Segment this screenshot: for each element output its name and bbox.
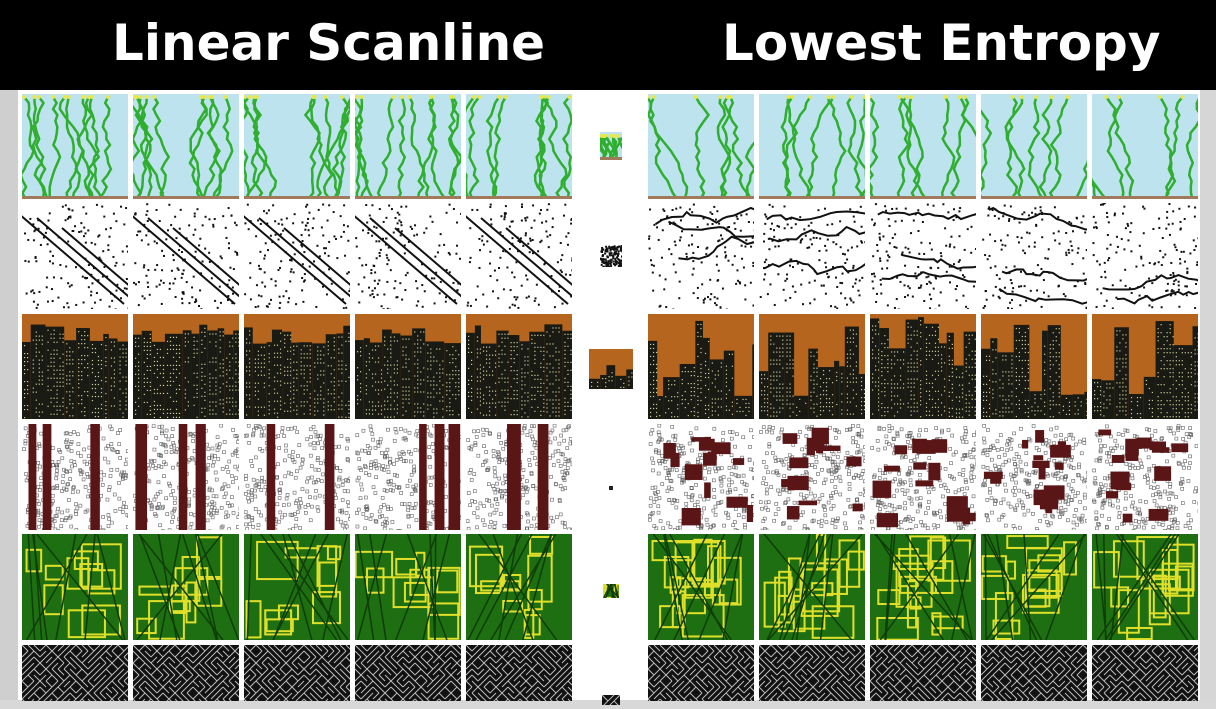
scanline-thumbnail-maze-1	[22, 645, 128, 701]
scanline-thumbnail-city-3	[244, 314, 350, 419]
entropy-thumbnail-city-3	[870, 314, 976, 419]
entropy-thumbnail-maze-5	[1092, 645, 1198, 701]
entropy-thumbnail-dots-5	[1092, 203, 1198, 309]
left-margin	[0, 90, 18, 700]
entropy-thumbnail-flowers-2	[759, 94, 865, 199]
scanline-thumbnail-circuits-1	[22, 534, 128, 640]
scanline-thumbnail-maze-5	[466, 645, 572, 701]
entropy-thumbnail-circuits-4	[981, 534, 1087, 640]
entropy-thumbnail-maze-3	[870, 645, 976, 701]
entropy-thumbnail-rooms-5	[1092, 424, 1198, 530]
entropy-thumbnail-rooms-3	[870, 424, 976, 530]
right-margin	[1200, 90, 1216, 700]
scanline-thumbnail-flowers-1	[22, 94, 128, 199]
entropy-thumbnail-flowers-3	[870, 94, 976, 199]
scanline-thumbnail-dots-4	[355, 203, 461, 309]
scanline-thumbnail-maze-4	[355, 645, 461, 701]
entropy-thumbnail-flowers-4	[981, 94, 1087, 199]
scanline-thumbnail-rooms-1	[22, 424, 128, 530]
scanline-thumbnail-maze-3	[244, 645, 350, 701]
scanline-thumbnail-rooms-4	[355, 424, 461, 530]
entropy-thumbnail-city-4	[981, 314, 1087, 419]
entropy-thumbnail-maze-4	[981, 645, 1087, 701]
entropy-thumbnail-rooms-2	[759, 424, 865, 530]
scanline-thumbnail-dots-3	[244, 203, 350, 309]
scanline-thumbnail-circuits-2	[133, 534, 239, 640]
scanline-thumbnail-dots-2	[133, 203, 239, 309]
scanline-thumbnail-dots-5	[466, 203, 572, 309]
linear-scanline-title: Linear Scanline	[112, 8, 545, 78]
entropy-thumbnail-rooms-1	[648, 424, 754, 530]
input-sample-flowers	[600, 132, 622, 160]
entropy-thumbnail-city-2	[759, 314, 865, 419]
entropy-thumbnail-maze-2	[759, 645, 865, 701]
scanline-thumbnail-city-1	[22, 314, 128, 419]
entropy-thumbnail-circuits-5	[1092, 534, 1198, 640]
scanline-thumbnail-flowers-3	[244, 94, 350, 199]
input-sample-dots	[600, 245, 622, 267]
entropy-thumbnail-circuits-2	[759, 534, 865, 640]
scanline-thumbnail-city-2	[133, 314, 239, 419]
entropy-thumbnail-rooms-4	[981, 424, 1087, 530]
scanline-thumbnail-circuits-4	[355, 534, 461, 640]
input-samples-column	[578, 90, 644, 700]
scanline-thumbnail-circuits-3	[244, 534, 350, 640]
lowest-entropy-title: Lowest Entropy	[722, 8, 1160, 78]
entropy-thumbnail-dots-4	[981, 203, 1087, 309]
input-sample-rooms	[609, 475, 613, 479]
input-sample-city	[589, 349, 633, 389]
scanline-thumbnail-flowers-4	[355, 94, 461, 199]
scanline-thumbnail-dots-1	[22, 203, 128, 309]
entropy-thumbnail-dots-2	[759, 203, 865, 309]
entropy-thumbnail-dots-3	[870, 203, 976, 309]
scanline-thumbnail-rooms-5	[466, 424, 572, 530]
header-bar: Linear Scanline Lowest Entropy	[0, 0, 1216, 90]
entropy-thumbnail-city-5	[1092, 314, 1198, 419]
scanline-thumbnail-circuits-5	[466, 534, 572, 640]
linear-scanline-grid	[18, 90, 578, 700]
entropy-thumbnail-city-1	[648, 314, 754, 419]
input-sample-circuits	[603, 583, 619, 597]
entropy-thumbnail-maze-1	[648, 645, 754, 701]
entropy-thumbnail-flowers-1	[648, 94, 754, 199]
entropy-thumbnail-circuits-1	[648, 534, 754, 640]
scanline-thumbnail-city-4	[355, 314, 461, 419]
scanline-thumbnail-city-5	[466, 314, 572, 419]
scanline-thumbnail-flowers-2	[133, 94, 239, 199]
entropy-thumbnail-circuits-3	[870, 534, 976, 640]
scanline-thumbnail-rooms-2	[133, 424, 239, 530]
input-sample-maze	[602, 690, 620, 700]
scanline-thumbnail-maze-2	[133, 645, 239, 701]
entropy-thumbnail-flowers-5	[1092, 94, 1198, 199]
scanline-thumbnail-rooms-3	[244, 424, 350, 530]
scanline-thumbnail-flowers-5	[466, 94, 572, 199]
entropy-thumbnail-dots-1	[648, 203, 754, 309]
lowest-entropy-grid	[644, 90, 1200, 700]
